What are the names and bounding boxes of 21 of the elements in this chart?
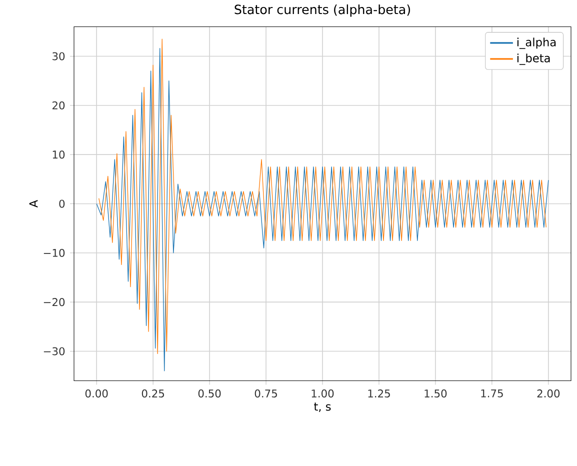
y-tick-label: −20 [44, 298, 65, 306]
legend-label: i_beta [517, 54, 550, 66]
y-tick-label: 10 [52, 150, 65, 159]
y-tick-label: −30 [44, 347, 65, 356]
x-tick-label: 0.25 [142, 390, 164, 398]
y-tick-label: 30 [52, 52, 65, 60]
y-axis-title: A [29, 200, 38, 208]
x-tick-label: 0.50 [198, 390, 221, 398]
x-tick-label: 1.00 [312, 390, 334, 398]
x-tick-label: 1.25 [368, 390, 390, 398]
y-tick-label: 20 [52, 101, 65, 110]
chart-title: Stator currents (alpha-beta) [234, 4, 410, 17]
x-tick-label: 1.75 [481, 390, 503, 398]
legend-label: i_alpha [517, 38, 556, 50]
y-tick-label: −10 [44, 248, 65, 258]
x-tick-label: 0.75 [254, 390, 277, 398]
x-tick-label: 0.00 [85, 390, 108, 398]
x-tick-label: 2.00 [537, 390, 560, 398]
y-tick-label: 0 [59, 200, 65, 208]
x-tick-label: 1.50 [424, 390, 447, 398]
x-axis-title: t, s [314, 402, 331, 412]
